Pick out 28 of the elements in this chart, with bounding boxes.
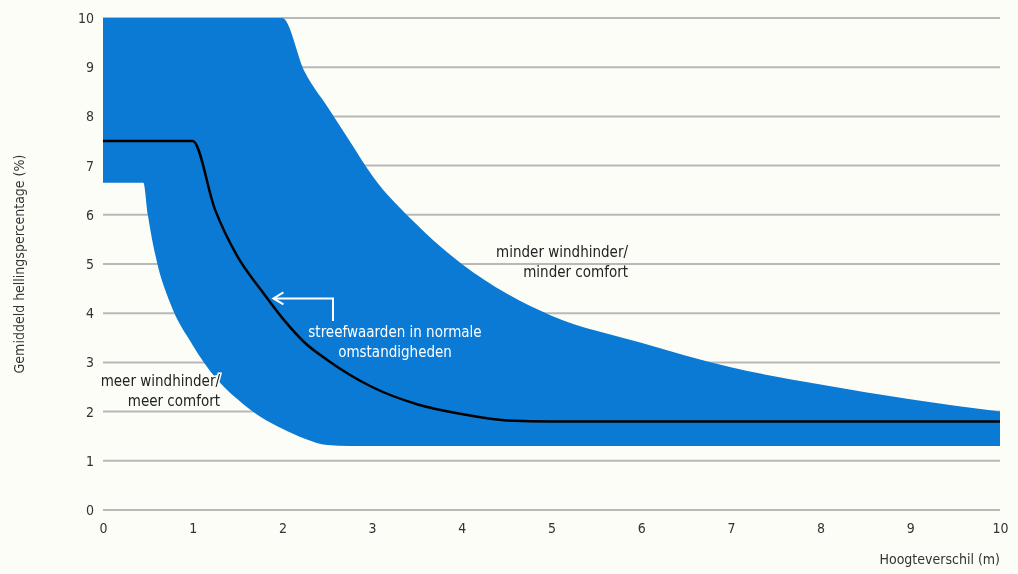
x-tick-label: 0 [99, 520, 108, 536]
y-axis-title: Gemiddeld hellingspercentage (%) [11, 154, 27, 374]
x-tick-label: 1 [189, 520, 198, 536]
y-tick-label: 2 [85, 403, 94, 420]
annotation: streefwaarden in normale omstandigheden [308, 323, 482, 362]
y-tick-label: 3 [85, 354, 94, 371]
x-tick-label: 7 [727, 520, 736, 536]
x-tick-label: 3 [368, 520, 377, 536]
x-tick-label: 10 [992, 520, 1009, 536]
x-tick-label: 6 [637, 520, 646, 536]
y-tick-label: 7 [85, 157, 94, 174]
y-tick-label: 5 [85, 255, 94, 272]
x-tick-label: 4 [458, 520, 467, 536]
x-tick-label: 5 [547, 520, 557, 536]
annotation: meer windhinder/ meer comfort [100, 372, 221, 411]
y-tick-label: 1 [85, 452, 94, 469]
y-tick-label: 4 [85, 305, 94, 322]
x-tick-label: 9 [906, 520, 915, 536]
y-tick-label: 8 [85, 108, 94, 125]
y-tick-label: 9 [85, 59, 94, 76]
y-tick-label: 6 [85, 206, 94, 223]
x-axis-title: Hoogteverschil (m) [879, 551, 1000, 567]
x-tick-label: 2 [278, 520, 287, 536]
line-series [101, 139, 1002, 423]
x-tick-label: 8 [817, 520, 826, 536]
y-tick-label: 0 [85, 501, 94, 518]
annotation: minder windhinder/ minder comfort [496, 243, 629, 282]
y-tick-label: 10 [77, 9, 94, 26]
